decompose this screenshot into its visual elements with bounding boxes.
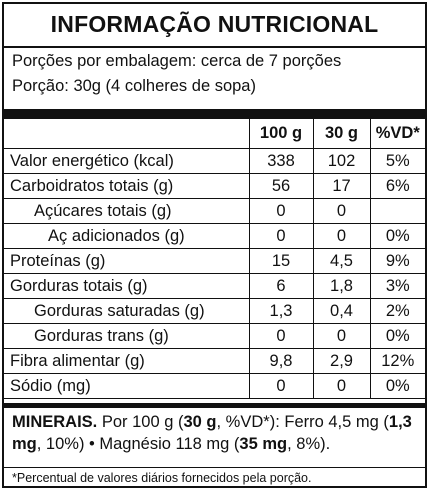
table-row: Fibra alimentar (g) 9,8 2,9 12% [4,348,425,374]
minerals-bold-3: 35 mg [239,435,288,453]
value-100g: 0 [248,198,314,224]
value-30g: 1,8 [312,273,371,299]
value-vd: 5% [369,148,425,174]
nutrient-name: Carboidratos totais (g) [4,173,250,199]
minerals-text-1: Por 100 g ( [97,413,184,431]
table-row: Proteínas (g) 15 4,5 9% [4,248,425,274]
value-30g: 4,5 [312,248,371,274]
value-30g: 0 [312,198,371,224]
value-100g: 0 [248,373,314,399]
value-100g: 56 [248,173,314,199]
minerals-bold-1: 30 g [183,413,217,431]
nutrient-name: Aç adicionados (g) [4,223,250,249]
table-row: Gorduras totais (g) 6 1,8 3% [4,273,425,299]
value-vd: 0% [369,373,425,399]
value-vd: 0% [369,323,425,349]
nutrient-name: Fibra alimentar (g) [4,348,250,374]
value-vd: 2% [369,298,425,324]
value-30g: 17 [312,173,371,199]
panel-title: INFORMAÇÃO NUTRICIONAL [50,11,379,37]
value-100g: 15 [248,248,314,274]
table-row: Gorduras saturadas (g) 1,3 0,4 2% [4,298,425,324]
value-100g: 1,3 [248,298,314,324]
table-row: Sódio (mg) 0 0 0% [4,373,425,399]
title-divider [4,46,425,48]
value-100g: 9,8 [248,348,314,374]
minerals-info: MINERAIS. Por 100 g (30 g, %VD*): Ferro … [12,411,424,455]
minerals-text-4: , 8%). [287,435,331,453]
footnote: *Percentual de valores diários fornecido… [12,471,312,485]
table-row: Gorduras trans (g) 0 0 0% [4,323,425,349]
header-vd: %VD* [369,118,425,149]
value-30g: 0 [312,223,371,249]
value-vd [369,198,425,224]
header-100g: 100 g [248,118,314,149]
header-blank-cell [4,118,250,149]
nutrient-name: Açúcares totais (g) [4,198,250,224]
value-30g: 0,4 [312,298,371,324]
value-100g: 6 [248,273,314,299]
nutrient-name: Gorduras trans (g) [4,323,250,349]
nutrient-name: Sódio (mg) [4,373,250,399]
header-30g: 30 g [312,118,371,149]
table-row: Carboidratos totais (g) 56 17 6% [4,173,425,199]
minerals-label: MINERAIS. [12,413,98,431]
value-30g: 0 [312,373,371,399]
value-vd: 9% [369,248,425,274]
nutrient-name: Proteínas (g) [4,248,250,274]
value-100g: 338 [248,148,314,174]
value-vd: 12% [369,348,425,374]
minerals-bold-2: 1,3 mg [12,413,412,453]
value-vd: 0% [369,223,425,249]
footnote-divider [4,467,425,468]
value-100g: 0 [248,323,314,349]
value-100g: 0 [248,223,314,249]
value-vd: 6% [369,173,425,199]
value-30g: 2,9 [312,348,371,374]
table-row: Açúcares totais (g) 0 0 [4,198,425,224]
table-row: Valor energético (kcal) 338 102 5% [4,148,425,174]
portion-size: Porção: 30g (4 colheres de sopa) [12,77,256,95]
nutrient-name: Gorduras saturadas (g) [4,298,250,324]
value-vd: 3% [369,273,425,299]
table-bottom-divider [4,403,425,408]
nutrient-name: Gorduras totais (g) [4,273,250,299]
table-row: Aç adicionados (g) 0 0 0% [4,223,425,249]
value-30g: 0 [312,323,371,349]
value-30g: 102 [312,148,371,174]
nutrition-facts-panel: INFORMAÇÃO NUTRICIONAL Porções por embal… [2,2,427,488]
table-header-row: 100 g 30 g %VD* [4,118,425,149]
nutrient-name: Valor energético (kcal) [4,148,250,174]
header-divider [4,109,425,118]
nutrition-table: 100 g 30 g %VD* Valor energético (kcal) 3… [4,118,425,399]
portions-per-package: Porções por embalagem: cerca de 7 porçõe… [12,52,342,70]
minerals-text-2: , %VD*): Ferro 4,5 mg ( [216,413,389,431]
minerals-text-3: , 10%) • Magnésio 118 mg ( [36,435,240,453]
